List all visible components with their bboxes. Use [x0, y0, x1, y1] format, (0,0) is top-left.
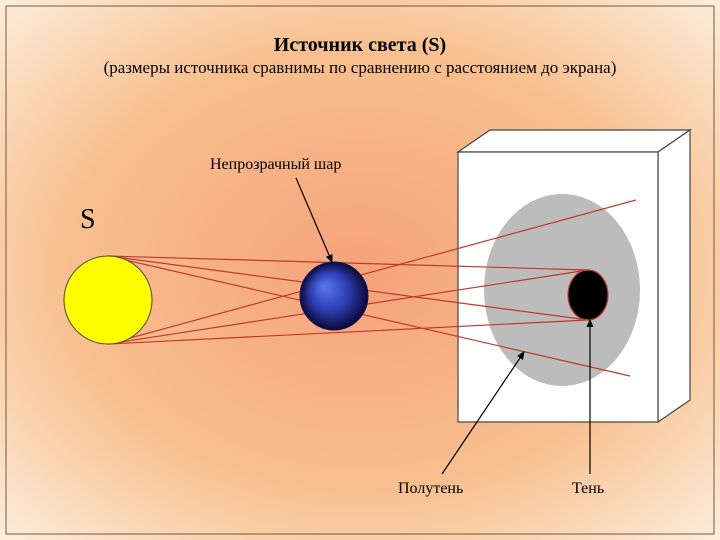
annotation-umbra: Тень — [572, 480, 604, 498]
penumbra — [484, 194, 640, 386]
subtitle: (размеры источника сравнимы по сравнению… — [0, 58, 720, 78]
umbra — [568, 270, 608, 320]
light-source — [64, 256, 152, 344]
annotation-ball: Непрозрачный шар — [210, 156, 341, 174]
opaque-ball — [300, 262, 368, 330]
title: Источник света (S) — [0, 34, 720, 57]
source-label: S — [80, 204, 96, 236]
annotation-penumbra: Полутень — [398, 480, 463, 498]
screen-side — [658, 130, 690, 422]
screen-top — [458, 130, 690, 152]
